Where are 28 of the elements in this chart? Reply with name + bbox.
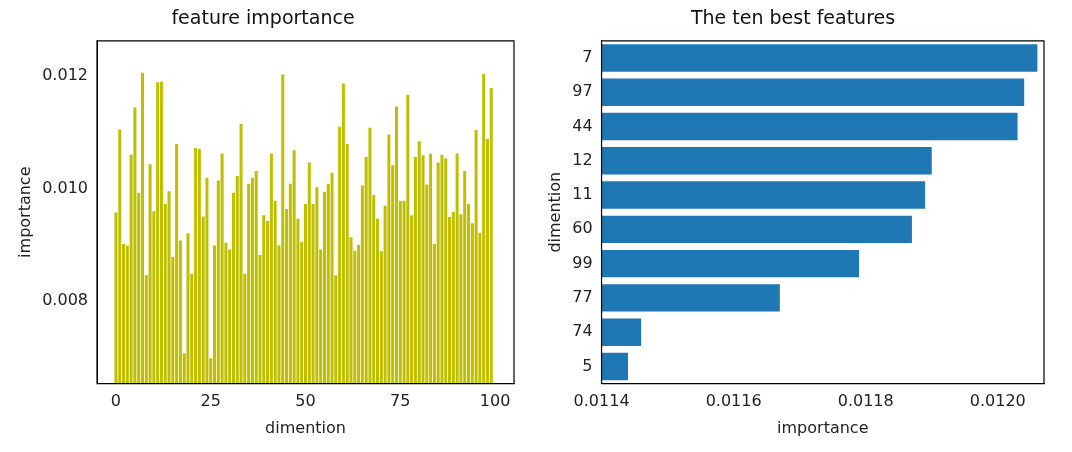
y-tick-label: 0.012 bbox=[42, 65, 88, 85]
x-tick-label: 0.0114 bbox=[573, 391, 630, 411]
y-tick-label: 77 bbox=[572, 287, 593, 307]
chart-title: The ten best features bbox=[689, 6, 896, 29]
y-axis-title: importance bbox=[14, 166, 34, 258]
y-tick-label: 99 bbox=[572, 252, 593, 272]
chart-title: feature importance bbox=[171, 6, 355, 29]
y-tick-label: 44 bbox=[572, 115, 593, 135]
y-tick-label: 7 bbox=[582, 47, 593, 67]
x-tick-label: 0 bbox=[110, 391, 122, 411]
y-tick-label: 11 bbox=[572, 184, 593, 204]
x-tick-label: 75 bbox=[390, 391, 411, 411]
x-tick-label: 0.0118 bbox=[837, 391, 894, 411]
y-tick-label: 74 bbox=[572, 321, 593, 341]
y-tick-label: 12 bbox=[572, 149, 593, 169]
x-tick-label: 0.0116 bbox=[705, 391, 762, 411]
x-axis-title: importance bbox=[777, 417, 869, 437]
y-axis-title: dimention bbox=[544, 171, 564, 253]
y-tick-label: 0.008 bbox=[42, 289, 88, 309]
y-tick-label: 0.010 bbox=[42, 177, 88, 197]
x-tick-label: 0.0120 bbox=[969, 391, 1026, 411]
x-tick-label: 50 bbox=[295, 391, 316, 411]
x-tick-label: 25 bbox=[200, 391, 221, 411]
y-tick-label: 60 bbox=[572, 218, 593, 238]
x-axis-title: dimention bbox=[265, 417, 346, 437]
y-tick-label: 5 bbox=[582, 355, 593, 375]
x-tick-label: 100 bbox=[479, 391, 511, 411]
y-tick-label: 97 bbox=[572, 81, 593, 101]
